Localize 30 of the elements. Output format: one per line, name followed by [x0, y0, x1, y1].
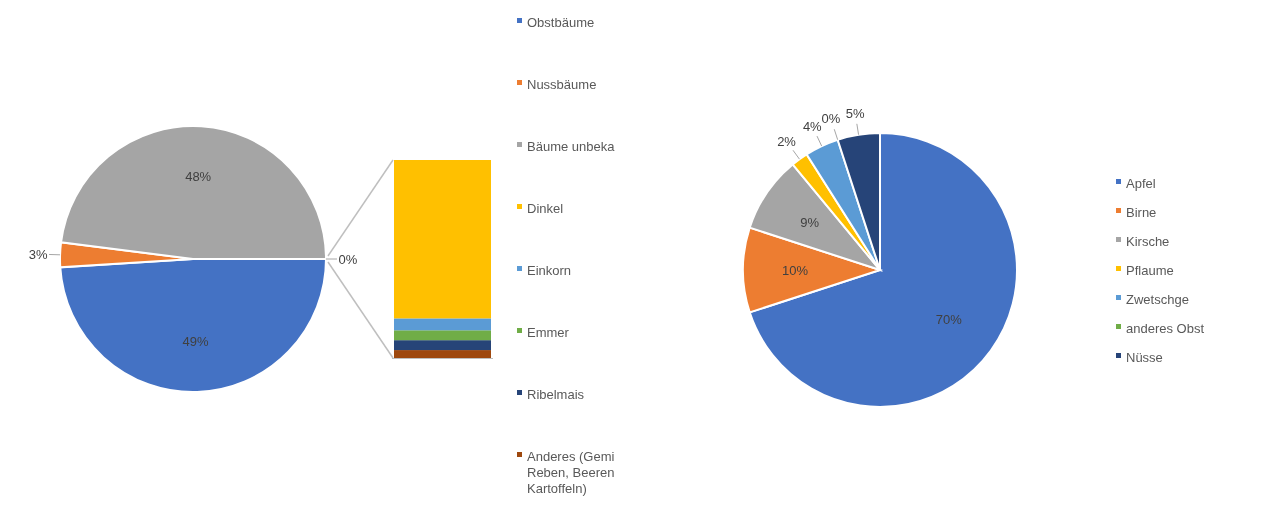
data-label: 49% [182, 333, 210, 349]
data-label: 4% [802, 118, 823, 134]
legend-label: Emmer [527, 324, 570, 340]
data-label: 48% [185, 169, 212, 185]
legend-label: Apfel [1126, 175, 1156, 191]
legend-label: Birne [1126, 204, 1157, 220]
legend-label: Ribelmais [527, 386, 585, 402]
data-label: 70% [935, 312, 963, 328]
legend-label: Kirsche [1126, 233, 1170, 249]
bar [394, 340, 491, 351]
legend-label: Anderes (Gemi Reben, Beeren Kartoffeln) [527, 448, 615, 497]
legend-label: Bäume unbeka [527, 138, 616, 154]
legend-label: anderes Obst [1126, 320, 1205, 336]
bar [394, 330, 491, 341]
legend-label: Pflaume [1126, 262, 1174, 278]
data-label: 2% [777, 133, 797, 149]
data-label: 9% [800, 214, 820, 230]
data-label: 3% [28, 246, 48, 262]
legend-label: Zwetschge [1126, 291, 1189, 307]
legend-label: Obstbäume [527, 14, 595, 30]
data-label: 5% [845, 105, 865, 121]
bar [394, 160, 491, 319]
text: 0% [338, 251, 358, 267]
legend-label: Nüsse [1126, 349, 1163, 365]
legend-label: Dinkel [527, 200, 564, 216]
data-label: 10% [782, 262, 809, 278]
bar [394, 318, 491, 331]
legend-label: Nussbäume [527, 76, 597, 92]
legend-label: Einkorn [527, 262, 572, 278]
text: 0% [821, 111, 841, 127]
